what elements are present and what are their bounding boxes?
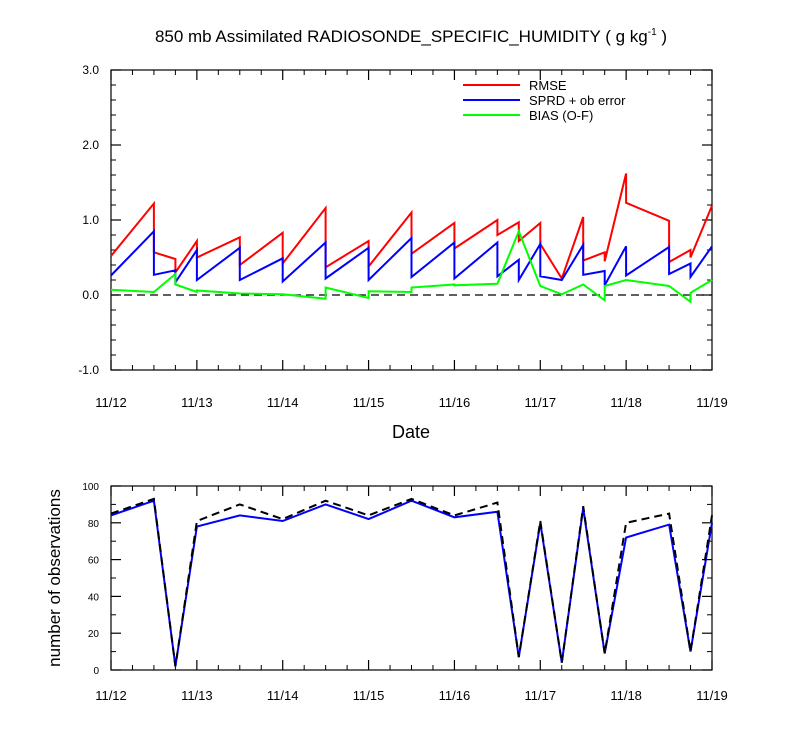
- x-tick-label-7: 11/19: [696, 688, 728, 703]
- y-tick-label-5: 100: [82, 482, 99, 493]
- top-series-group: [111, 173, 712, 301]
- bottom-y-tick-labels: 0 20 40 60 80 100: [82, 482, 99, 677]
- top-x-tick-labels: 11/12 11/13 11/14 11/15 11/16 11/17 11/18 11/19: [95, 395, 728, 410]
- y-tick-label-1: 0.0: [82, 288, 99, 302]
- x-tick-label-4: 11/16: [439, 688, 471, 703]
- series-line-assimilated: [111, 501, 712, 667]
- bottom-axis-ticks: [111, 486, 712, 670]
- y-tick-label-0: -1.0: [78, 363, 99, 377]
- x-tick-label-5: 11/17: [524, 395, 556, 410]
- legend-label-0: RMSE: [529, 78, 567, 93]
- bottom-x-tick-labels: 11/12 11/13 11/14 11/15 11/16 11/17 11/18 11/19: [95, 688, 728, 703]
- x-tick-label-0: 11/12: [95, 395, 127, 410]
- x-tick-label-2: 11/14: [267, 688, 299, 703]
- x-tick-label-3: 11/15: [353, 395, 385, 410]
- series-line-sprd-ob-error: [111, 231, 712, 285]
- x-tick-label-6: 11/18: [610, 688, 642, 703]
- y-tick-label-4: 3.0: [82, 63, 99, 77]
- chart-title: 850 mb Assimilated RADIOSONDE_SPECIFIC_H…: [155, 27, 667, 46]
- x-tick-label-7: 11/19: [696, 395, 728, 410]
- x-tick-label-1: 11/13: [181, 688, 213, 703]
- legend-label-2: BIAS (O-F): [529, 108, 593, 123]
- bottom-y-axis-label: number of observations: [45, 489, 64, 667]
- top-y-tick-labels: -1.0 0.0 1.0 2.0 3.0: [78, 63, 99, 377]
- x-tick-label-2: 11/14: [267, 395, 299, 410]
- y-tick-label-2: 40: [88, 592, 100, 603]
- y-tick-label-3: 60: [88, 556, 100, 567]
- x-tick-label-3: 11/15: [353, 688, 385, 703]
- y-tick-label-2: 1.0: [82, 213, 99, 227]
- series-line-possible: [111, 499, 712, 666]
- x-tick-label-1: 11/13: [181, 395, 213, 410]
- bottom-chart-panel: 11/12 11/13 11/14 11/15 11/16 11/17 11/18 11/19…: [45, 482, 728, 703]
- y-tick-label-3: 2.0: [82, 138, 99, 152]
- x-tick-label-4: 11/16: [439, 395, 471, 410]
- y-tick-label-1: 20: [88, 629, 100, 640]
- y-tick-label-4: 80: [88, 519, 100, 530]
- top-chart-panel: 11/12 11/13 11/14 11/15 11/16 11/17 11/18 11/19…: [78, 63, 727, 442]
- top-x-axis-label: Date: [392, 422, 430, 442]
- x-tick-label-5: 11/17: [524, 688, 556, 703]
- chart-title-main: 850 mb Assimilated RADIOSONDE_SPECIFIC_H…: [155, 27, 648, 46]
- x-tick-label-6: 11/18: [610, 395, 642, 410]
- x-tick-label-0: 11/12: [95, 688, 127, 703]
- legend-label-1: SPRD + ob error: [529, 93, 626, 108]
- bottom-series-group: [111, 499, 712, 666]
- bottom-plot-frame: [111, 486, 712, 670]
- chart-title-end: ): [657, 27, 667, 46]
- y-tick-label-0: 0: [93, 666, 99, 677]
